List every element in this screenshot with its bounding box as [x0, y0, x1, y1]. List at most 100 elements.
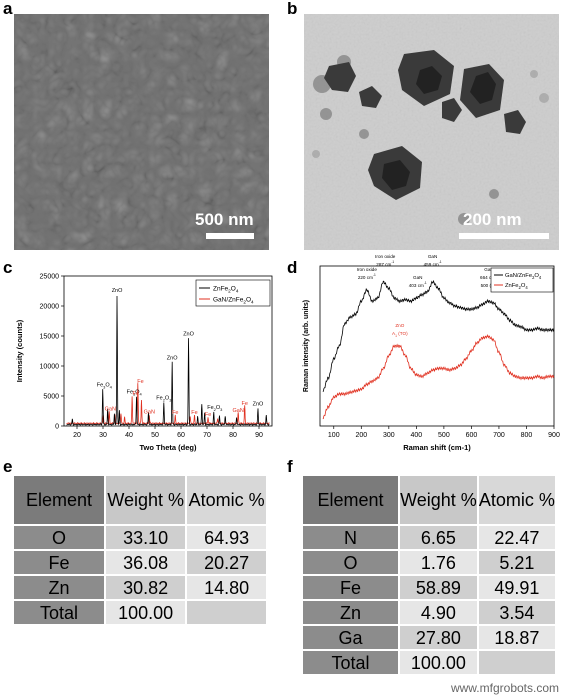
legend-label: ZnFe2​O4​ — [505, 283, 528, 290]
cell-weight: 33.10 — [106, 526, 186, 549]
legend-label: GaN/ZnFe2​O4​ — [505, 273, 542, 280]
cell-weight: 36.08 — [106, 551, 186, 574]
x-tick-label: 200 — [355, 432, 367, 439]
y-tick-label: 10000 — [40, 364, 60, 371]
cell-element: Zn — [14, 576, 104, 599]
x-tick-label: 20 — [73, 432, 81, 439]
x-tick-label: 70 — [203, 432, 211, 439]
y-axis-label: Intensity (counts) — [15, 319, 24, 382]
x-tick-label: 30 — [99, 432, 107, 439]
x-tick-label: 900 — [548, 432, 560, 439]
x-tick-label: 50 — [151, 432, 159, 439]
x-axis-label: Raman shift (cm-1) — [403, 443, 471, 452]
legend-box — [195, 279, 271, 307]
peak-annotation: 459 cm-1​ — [424, 260, 442, 267]
x-axis-label: Two Theta (deg) — [140, 443, 197, 452]
panel-label-b: b — [287, 0, 298, 18]
peak-annotation: Fe2​O3​ — [207, 405, 223, 412]
peak-annotation: Iron oxide — [357, 267, 378, 272]
cell-weight: 100.00 — [400, 651, 477, 674]
scale-bar-a — [206, 233, 254, 239]
peak-annotation: Fe — [241, 401, 247, 407]
table-row: Total 100.00 — [303, 651, 555, 674]
cell-atomic — [478, 651, 555, 674]
header-atomic: Atomic % — [187, 476, 266, 524]
peak-annotation: GaN — [105, 406, 116, 412]
peak-annotation: ZnO — [167, 355, 178, 361]
legend-box — [490, 267, 554, 293]
header-element: Element — [14, 476, 104, 524]
eds-table-e: Element Weight % Atomic % O 33.10 64.93 … — [12, 474, 268, 626]
peak-annotation: Fe — [191, 410, 197, 416]
cell-atomic — [187, 601, 266, 624]
peak-annotation: Fe — [133, 391, 139, 397]
table-row: Zn 30.82 14.80 — [14, 576, 266, 599]
peak-annotation: GaN — [428, 254, 437, 259]
xrd-chart: 20 30 40 50 60 70 80 90 0 5000 10000 15000 20000 2500… — [0, 262, 283, 458]
cell-atomic: 14.80 — [187, 576, 266, 599]
peak-annotation: ZnO — [395, 323, 404, 328]
cell-element: O — [303, 551, 398, 574]
cell-element: Fe — [14, 551, 104, 574]
cell-atomic: 49.91 — [478, 576, 555, 599]
cell-weight: 100.00 — [106, 601, 186, 624]
series-line-ZnFe2O4 — [66, 295, 270, 426]
table-row: O 1.76 5.21 — [303, 551, 555, 574]
table-row: O 33.10 64.93 — [14, 526, 266, 549]
x-tick-label: 40 — [125, 432, 133, 439]
peak-annotation: Fe — [137, 379, 143, 385]
table-row: Total 100.00 — [14, 601, 266, 624]
series-line-GaN/ZnFe2O4 — [66, 383, 270, 425]
x-tick-label: 700 — [493, 432, 505, 439]
x-tick-label: 400 — [411, 432, 423, 439]
xrd-chart-svg: 20 30 40 50 60 70 80 90 0 5000 10000 15000 20000 2500… — [15, 274, 273, 452]
cell-atomic: 64.93 — [187, 526, 266, 549]
x-tick-label: 600 — [466, 432, 478, 439]
peak-annotation: Iron oxide — [375, 254, 396, 259]
peak-annotation: GaN — [144, 409, 155, 415]
peak-annotation: Fe3​O4​ — [127, 390, 143, 397]
plot-frame — [319, 265, 555, 427]
peak-annotation: ZnO — [112, 288, 123, 294]
cell-element: Total — [14, 601, 104, 624]
header-element: Element — [303, 476, 398, 524]
panel-label-f: f — [287, 457, 293, 476]
peak-annotation: 220 cm-1​ — [358, 273, 376, 280]
panel-label-e: e — [3, 457, 13, 476]
table-header-row: Element Weight % Atomic % — [14, 476, 266, 524]
peak-annotation: A1​ (TO) — [392, 331, 408, 338]
peak-annotation: 287 cm-1​ — [376, 260, 394, 267]
header-weight: Weight % — [400, 476, 477, 524]
peak-annotation: Fe — [205, 412, 211, 418]
header-weight: Weight % — [106, 476, 186, 524]
panel-label-d: d — [287, 258, 298, 277]
cell-element: Total — [303, 651, 398, 674]
peak-annotation: GaN — [413, 275, 422, 280]
cell-atomic: 20.27 — [187, 551, 266, 574]
y-axis-label: Raman intensity (arb. units) — [303, 300, 310, 392]
cell-weight: 1.76 — [400, 551, 477, 574]
scale-label-b: 200 nm — [463, 210, 522, 229]
table-row: Fe 58.89 49.91 — [303, 576, 555, 599]
cell-atomic: 18.87 — [478, 626, 555, 649]
y-tick-label: 0 — [55, 424, 59, 431]
cell-element: O — [14, 526, 104, 549]
x-tick-label: 80 — [229, 432, 237, 439]
series-line-GaN/ZnFe2O4 — [322, 279, 555, 392]
cell-weight: 6.65 — [400, 526, 477, 549]
cell-element: Ga — [303, 626, 398, 649]
table-row: Fe 36.08 20.27 — [14, 551, 266, 574]
cell-weight: 58.89 — [400, 576, 477, 599]
y-tick-label: 25000 — [40, 274, 60, 281]
eds-table-f: Element Weight % Atomic % N 6.65 22.47 O… — [301, 474, 557, 676]
scale-label-a: 500 nm — [195, 210, 254, 229]
table-row: Ga 27.80 18.87 — [303, 626, 555, 649]
peak-annotation: Fe — [172, 410, 178, 416]
legend-label: ZnFe2​O4​ — [213, 286, 239, 294]
cell-atomic: 3.54 — [478, 601, 555, 624]
x-tick-label: 300 — [383, 432, 395, 439]
y-tick-label: 5000 — [43, 394, 59, 401]
cell-weight: 27.80 — [400, 626, 477, 649]
panel-label-a: a — [3, 0, 13, 18]
